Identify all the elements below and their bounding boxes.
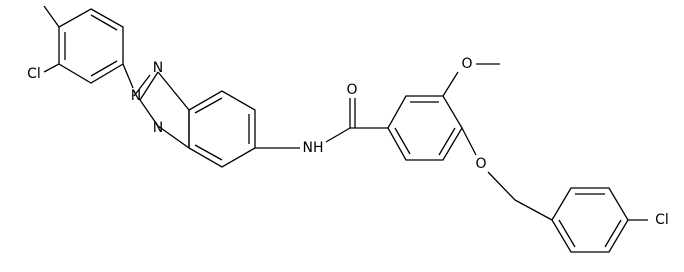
double-bond bbox=[438, 127, 456, 156]
atom-label: N bbox=[131, 88, 141, 104]
double-bond bbox=[90, 14, 118, 31]
atom-label: NH bbox=[303, 140, 324, 156]
atom-label: Cl bbox=[27, 66, 41, 82]
double-bond bbox=[604, 219, 622, 248]
bond bbox=[43, 63, 60, 73]
bonds bbox=[43, 5, 648, 253]
atom-label: O bbox=[461, 56, 472, 72]
bond bbox=[514, 199, 553, 221]
ring bbox=[387, 95, 463, 161]
double-bond bbox=[394, 127, 411, 155]
bond bbox=[461, 127, 477, 156]
double-bond bbox=[194, 144, 223, 161]
ring bbox=[551, 187, 629, 253]
ring bbox=[139, 71, 190, 150]
double-bond bbox=[133, 74, 151, 97]
double-bond bbox=[194, 97, 223, 114]
atom-label: N bbox=[153, 60, 163, 76]
atom-label: Cl bbox=[655, 212, 669, 228]
bond bbox=[325, 127, 351, 143]
bond bbox=[122, 63, 134, 89]
bond bbox=[487, 171, 516, 201]
ring bbox=[188, 90, 256, 168]
ring bbox=[58, 8, 124, 84]
double-bond bbox=[558, 219, 576, 248]
atom-label: O bbox=[475, 156, 486, 172]
atom-label: O bbox=[346, 82, 357, 98]
atom-label: N bbox=[153, 120, 163, 136]
bond bbox=[442, 71, 459, 97]
methyl-bond bbox=[43, 5, 60, 28]
double-bond bbox=[90, 60, 118, 77]
atom-labels: Cl N N N NH O O O Cl bbox=[27, 56, 669, 228]
